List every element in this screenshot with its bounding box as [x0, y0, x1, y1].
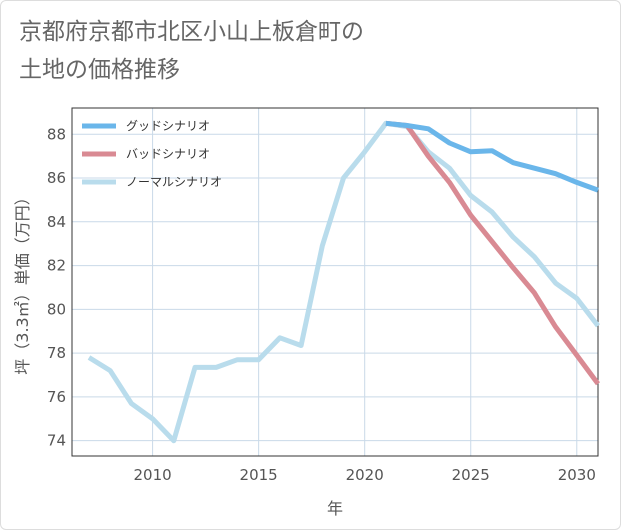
x-tick-label: 2030: [558, 466, 596, 484]
y-axis-ticks: 74 76 78 80 82 84 86 88: [47, 125, 66, 449]
legend-label: ノーマルシナリオ: [126, 175, 222, 189]
y-axis-label: 坪（3.3㎡）単価（万円）: [13, 189, 32, 374]
x-axis-ticks: 2010 2015 2020 2025 2030: [134, 466, 596, 484]
y-tick-label: 84: [47, 213, 66, 231]
legend-label: グッドシナリオ: [126, 119, 210, 133]
y-tick-label: 82: [47, 257, 66, 275]
chart-title: 京都府京都市北区小山上板倉町の 土地の価格推移: [19, 19, 364, 83]
y-tick-label: 78: [47, 344, 66, 362]
x-axis-label: 年: [327, 499, 343, 518]
x-tick-label: 2015: [240, 466, 278, 484]
series-line-1: [385, 120, 599, 193]
y-tick-label: 80: [47, 300, 66, 318]
x-tick-label: 2020: [346, 466, 384, 484]
series-line-3: [87, 120, 600, 444]
y-tick-label: 76: [47, 388, 66, 406]
y-tick-label: 86: [47, 169, 66, 187]
x-tick-label: 2025: [452, 466, 490, 484]
series-layer: [87, 120, 601, 444]
x-tick-label: 2010: [134, 466, 172, 484]
legend-label: バッドシナリオ: [126, 147, 210, 161]
y-tick-label: 88: [47, 125, 66, 143]
series-line-2: [385, 120, 601, 386]
plot-frame: [71, 107, 599, 457]
grid: [72, 108, 598, 456]
y-tick-label: 74: [47, 432, 66, 450]
